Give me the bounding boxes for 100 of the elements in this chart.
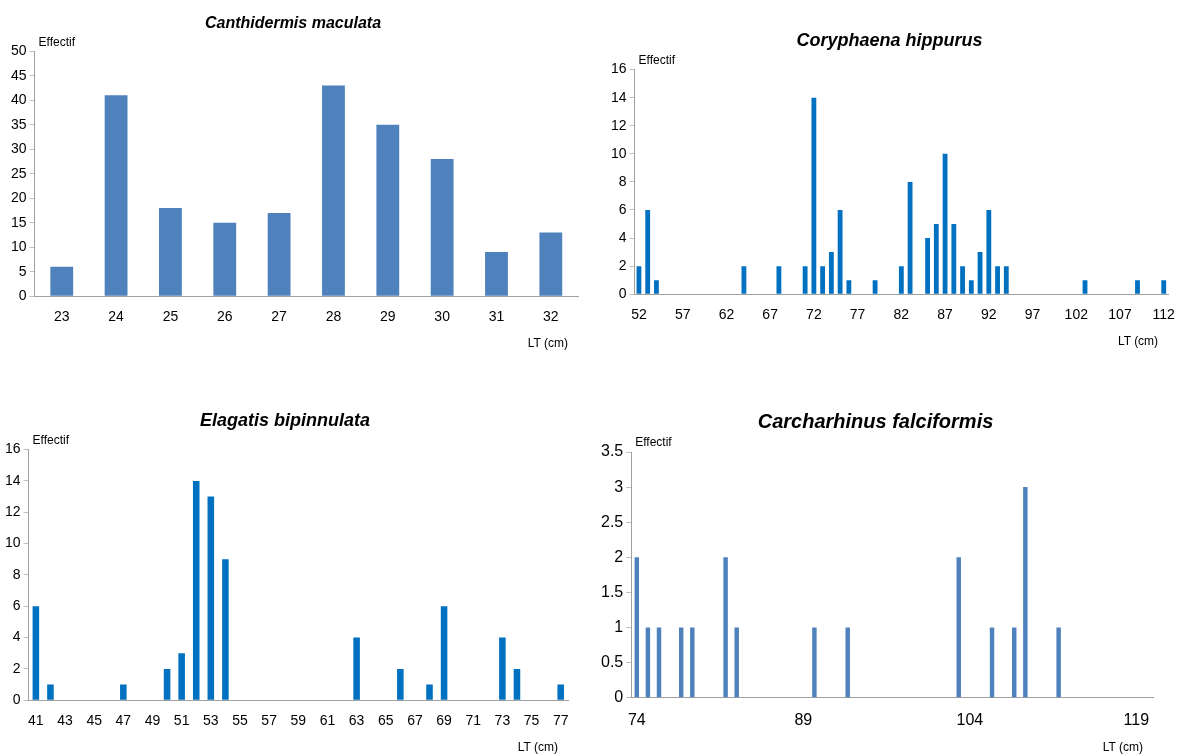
x-tick-label: 62: [718, 306, 735, 323]
y-tick-label: 6: [12, 597, 21, 614]
y-tick-label: 45: [10, 66, 27, 83]
x-tick-label: 74: [627, 710, 646, 728]
bar: [353, 637, 360, 700]
y-tick-label: 8: [12, 565, 21, 582]
y-axis-title: Effectif: [635, 435, 673, 450]
y-tick-label: 4: [12, 628, 21, 645]
x-tick-label: 77: [849, 306, 866, 323]
y-tick-label: 3: [614, 477, 624, 495]
bar: [1161, 280, 1167, 294]
bar: [557, 684, 564, 700]
y-tick-label: 0: [12, 691, 21, 708]
bar: [1023, 487, 1028, 698]
bar: [1056, 627, 1061, 698]
y-tick-label: 0: [618, 285, 627, 302]
bar: [968, 280, 974, 294]
x-tick-label: 45: [86, 712, 103, 729]
bar: [820, 266, 826, 294]
x-tick-label: 53: [203, 712, 219, 729]
bar: [956, 557, 961, 698]
bar: [178, 653, 185, 700]
x-axis-title: LT (cm): [1117, 334, 1159, 349]
x-tick-label: 57: [674, 306, 691, 323]
x-axis-title: LT (cm): [1102, 740, 1143, 755]
x-tick-label: 59: [290, 712, 307, 729]
x-tick-label: 87: [937, 306, 954, 323]
bar: [837, 209, 843, 294]
chart-title: Carcharhinus falciformis: [757, 409, 994, 432]
x-tick-label: 27: [271, 308, 288, 325]
bar: [734, 627, 739, 698]
y-tick-label: 50: [10, 42, 27, 59]
y-axis-title: Effectif: [38, 34, 76, 49]
y-tick-label: 2: [618, 256, 627, 273]
x-tick-label: 107: [1108, 306, 1132, 323]
y-tick-label: 4: [618, 228, 627, 245]
y-tick-label: 16: [4, 440, 21, 457]
bar: [430, 159, 454, 296]
bar: [802, 266, 808, 294]
x-tick-label: 112: [1152, 306, 1176, 323]
x-tick-label: 63: [348, 712, 365, 729]
y-tick-label: 20: [10, 189, 27, 206]
bar: [426, 684, 433, 700]
x-tick-label: 43: [57, 712, 74, 729]
bar: [645, 209, 651, 294]
x-tick-label: 102: [1064, 306, 1089, 323]
bar: [192, 480, 200, 700]
y-tick-label: 1.5: [600, 582, 624, 600]
bar: [634, 557, 640, 698]
bar: [845, 627, 850, 698]
bar: [1003, 266, 1009, 294]
bar: [690, 627, 695, 698]
x-tick-label: 29: [380, 308, 396, 325]
x-tick-label: 26: [216, 308, 233, 325]
x-tick-label: 82: [893, 306, 910, 323]
x-tick-label: 31: [488, 308, 505, 325]
x-tick-label: 30: [434, 308, 451, 325]
bar: [222, 559, 229, 700]
y-tick-label: 0: [18, 287, 27, 304]
bar: [828, 252, 834, 294]
bar: [539, 232, 563, 296]
y-tick-label: 16: [610, 60, 627, 77]
y-axis-title: Effectif: [32, 432, 70, 447]
x-tick-label: 61: [319, 712, 336, 729]
chart-title: Coryphaena hippurus: [796, 29, 983, 50]
x-tick-label: 75: [523, 712, 540, 729]
y-tick-label: 10: [4, 534, 21, 551]
x-tick-label: 67: [407, 712, 423, 729]
y-tick-label: 35: [10, 115, 27, 132]
bar: [986, 209, 992, 294]
y-tick-label: 2: [12, 659, 21, 676]
x-tick-label: 72: [806, 306, 822, 323]
y-tick-label: 2.5: [600, 512, 624, 530]
bar: [812, 627, 817, 698]
bar: [995, 266, 1000, 294]
bar: [925, 238, 930, 294]
y-axis-title: Effectif: [638, 52, 676, 67]
y-tick-label: 25: [10, 164, 27, 181]
y-tick-label: 40: [10, 91, 27, 108]
bar: [267, 212, 291, 296]
y-tick-label: 12: [4, 503, 21, 520]
bar: [1135, 280, 1140, 294]
x-tick-label: 119: [1123, 710, 1150, 728]
x-tick-label: 77: [552, 712, 569, 729]
x-tick-label: 28: [325, 308, 342, 325]
bar: [846, 280, 852, 294]
bar: [723, 557, 728, 698]
bar: [776, 266, 782, 294]
y-tick-label: 10: [610, 144, 627, 161]
y-tick-label: 10: [10, 238, 27, 255]
bar: [32, 606, 40, 700]
x-tick-label: 25: [162, 308, 179, 325]
y-tick-label: 3.5: [600, 442, 624, 460]
y-tick-label: 0: [614, 688, 624, 706]
bar: [50, 266, 74, 296]
bar: [898, 266, 904, 294]
x-axis-title: LT (cm): [517, 740, 558, 755]
y-tick-label: 14: [610, 88, 627, 105]
x-tick-label: 47: [115, 712, 132, 729]
y-tick-label: 15: [10, 213, 27, 230]
